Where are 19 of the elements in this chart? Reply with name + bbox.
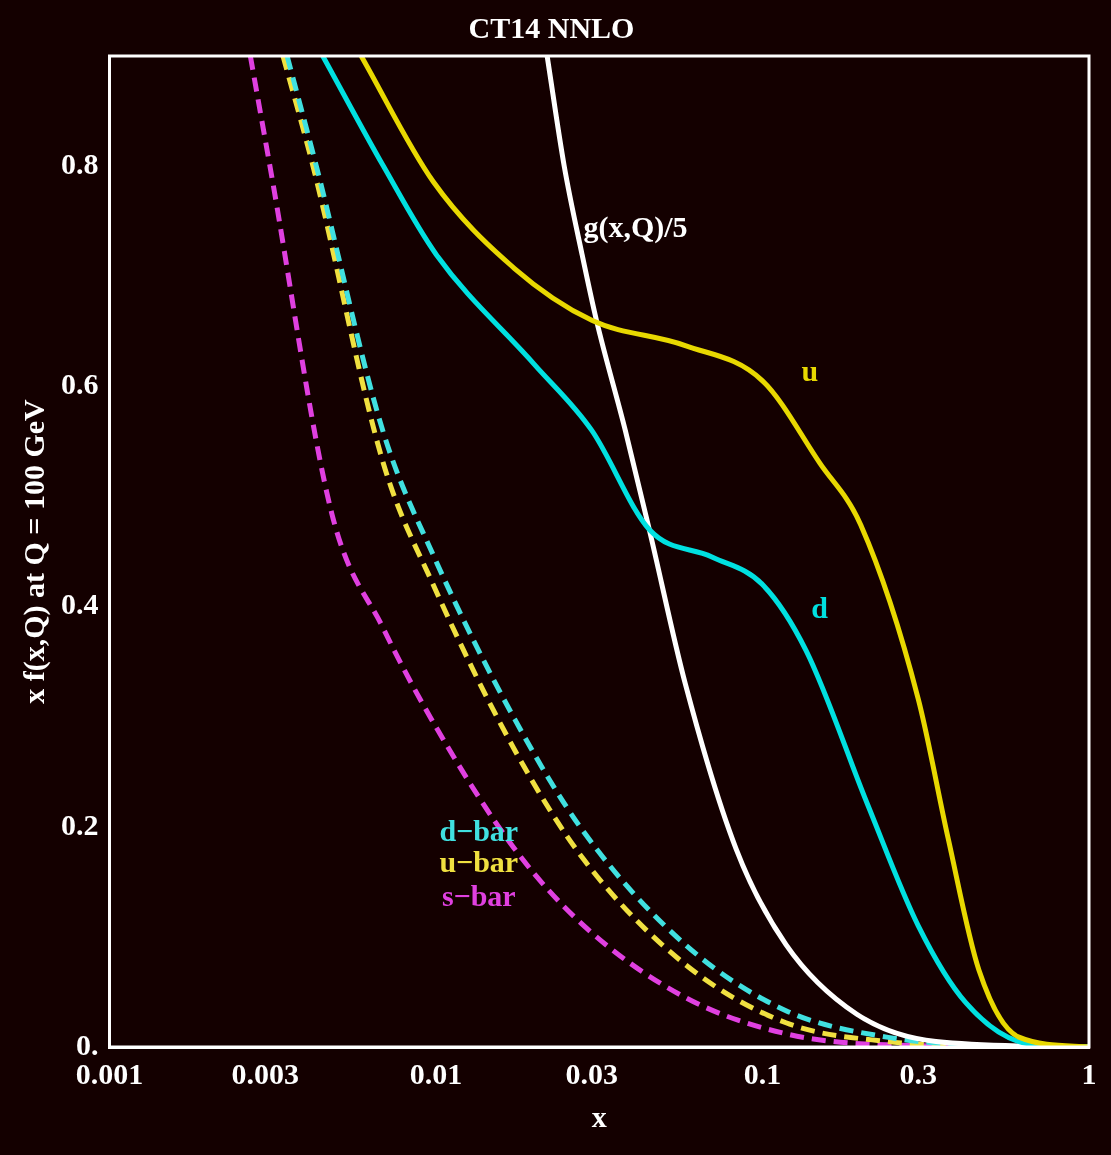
y-axis-title: x f(x,Q) at Q = 100 GeV	[16, 398, 51, 704]
x-tick-label: 0.03	[565, 1056, 619, 1090]
x-axis-title: x	[591, 1099, 607, 1133]
series-label: d−bar	[439, 813, 519, 847]
series-label: d	[811, 590, 829, 624]
y-tick-label: 0.8	[61, 146, 99, 180]
series-label: g(x,Q)/5	[583, 210, 688, 245]
series-label: u−bar	[439, 845, 519, 879]
x-tick-label: 0.01	[409, 1056, 463, 1090]
x-tick-label: 0.1	[743, 1056, 782, 1090]
chart-title: CT14 NNLO	[468, 10, 635, 44]
x-tick-label: 0.003	[231, 1056, 300, 1090]
y-tick-label: 0.2	[61, 807, 99, 841]
series-label: u	[801, 353, 819, 387]
x-tick-label: 0.3	[899, 1056, 938, 1090]
y-tick-label: 0.6	[61, 367, 99, 401]
x-tick-label: 1	[1081, 1056, 1097, 1090]
series-label: s−bar	[441, 879, 516, 913]
y-tick-label: 0.4	[61, 587, 99, 621]
